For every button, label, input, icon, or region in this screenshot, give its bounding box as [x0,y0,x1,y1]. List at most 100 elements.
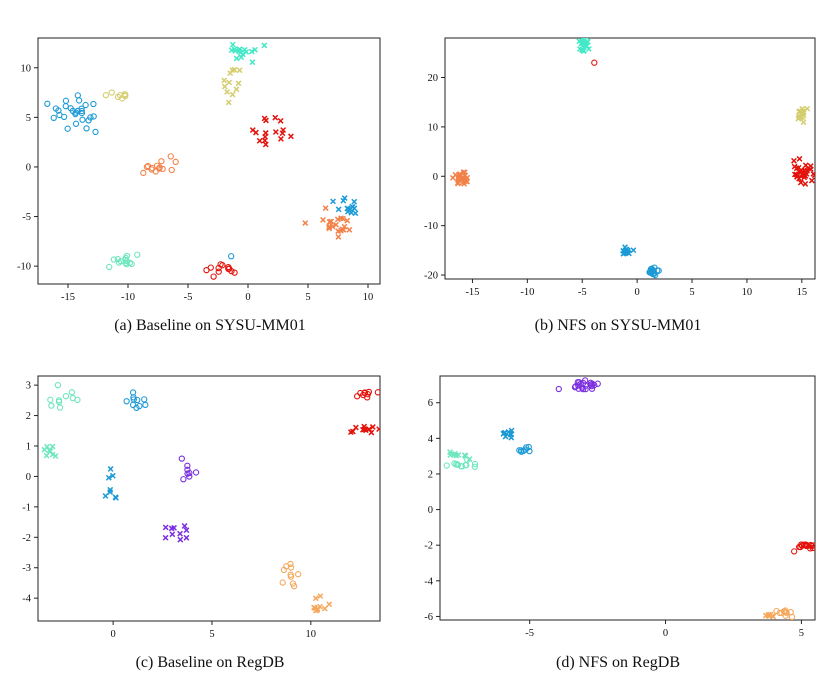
point-circle [108,89,115,96]
point-cross [800,119,807,126]
point-cross [317,593,324,600]
point-cross [171,524,177,531]
point-cross [791,171,798,178]
point-circle [575,385,582,392]
x-tick-label: 15 [797,287,808,298]
point-circle [581,377,589,384]
y-tick-label: 6 [428,398,433,409]
scatter-points [41,381,386,614]
point-cross [277,135,284,142]
point-circle [72,109,79,116]
point-circle [574,379,581,386]
point-cross [459,179,466,186]
point-cross [804,105,811,112]
point-circle [471,463,478,470]
plot-frame [439,375,816,621]
point-cross [804,167,810,174]
point-circle [655,267,662,274]
point-cross [326,223,333,230]
point-cross [177,530,183,537]
point-cross [802,162,809,169]
point-cross [624,248,631,254]
y-tick-label: 0 [433,172,438,183]
x-tick-label: 5 [209,629,214,640]
point-cross [326,601,333,608]
panel-d-nfs-regdb: -5 0 5 -6 -4 -2 0 2 4 6 [424,375,816,639]
point-circle [782,612,789,619]
point-circle [153,162,161,169]
point-circle [54,381,62,389]
point-circle [582,385,589,393]
point-circle [210,273,217,280]
point-circle [106,263,113,271]
point-cross [169,531,176,538]
point-cross [326,225,333,232]
point-cross [461,175,468,182]
point-cross [177,536,184,543]
y-tick-label: 4 [428,434,434,445]
x-tick-label: 10 [363,292,374,303]
point-cross [630,247,637,254]
point-cross [105,474,112,481]
point-cross [346,226,353,233]
point-cross [113,494,119,501]
point-circle [520,447,527,454]
point-cross [335,233,342,240]
point-circle [102,92,109,99]
point-cross [340,197,347,204]
point-cross [44,443,50,450]
point-cross [311,605,318,612]
point-circle [575,382,582,389]
y-tick-label: -4 [424,576,433,587]
point-circle [75,97,83,104]
point-cross [249,59,256,66]
point-circle [589,380,596,387]
point-cross [583,38,590,41]
x-tick-label: 10 [306,629,317,640]
point-circle [571,384,579,391]
point-cross [337,227,344,234]
point-circle [56,404,64,411]
point-circle [287,571,294,578]
point-circle [184,466,191,473]
point-circle [215,268,222,275]
point-cross [449,174,456,181]
point-cross [288,133,294,140]
point-circle [115,259,123,266]
point-circle [79,116,86,123]
point-circle [78,107,85,115]
point-circle [140,169,147,177]
point-cross [452,450,458,457]
y-tick-label: -2 [424,541,433,552]
point-circle [381,399,386,404]
y-tick-label: -3 [22,563,31,574]
caption-c: (c) Baseline on RegDB [136,654,285,671]
point-circle [294,571,302,578]
point-circle [781,608,789,616]
x-tick-label: 0 [110,629,115,640]
point-circle [207,264,214,271]
point-circle [228,253,235,260]
point-cross [800,172,806,178]
point-cross [279,130,286,137]
panel-a-baseline-sysu: -15 -10 -5 0 5 10 -10 -5 0 5 10 [17,37,381,303]
point-cross [327,219,334,226]
point-circle [110,256,118,263]
caption-b: (b) NFS on SYSU-MM01 [535,317,702,334]
point-circle [128,260,135,268]
y-tick-label: -6 [424,612,433,623]
point-circle [133,404,140,412]
y-tick-label: -1 [22,502,31,513]
point-circle [231,269,238,276]
point-circle [129,389,137,396]
y-tick-label: 10 [428,122,439,133]
point-cross [344,205,351,212]
point-cross [330,198,336,205]
point-circle [134,251,141,258]
point-circle [555,385,562,393]
point-cross [810,170,815,177]
point-circle [591,59,598,66]
y-tick-label: -20 [424,271,438,282]
point-circle [184,470,191,477]
point-cross [791,157,797,164]
